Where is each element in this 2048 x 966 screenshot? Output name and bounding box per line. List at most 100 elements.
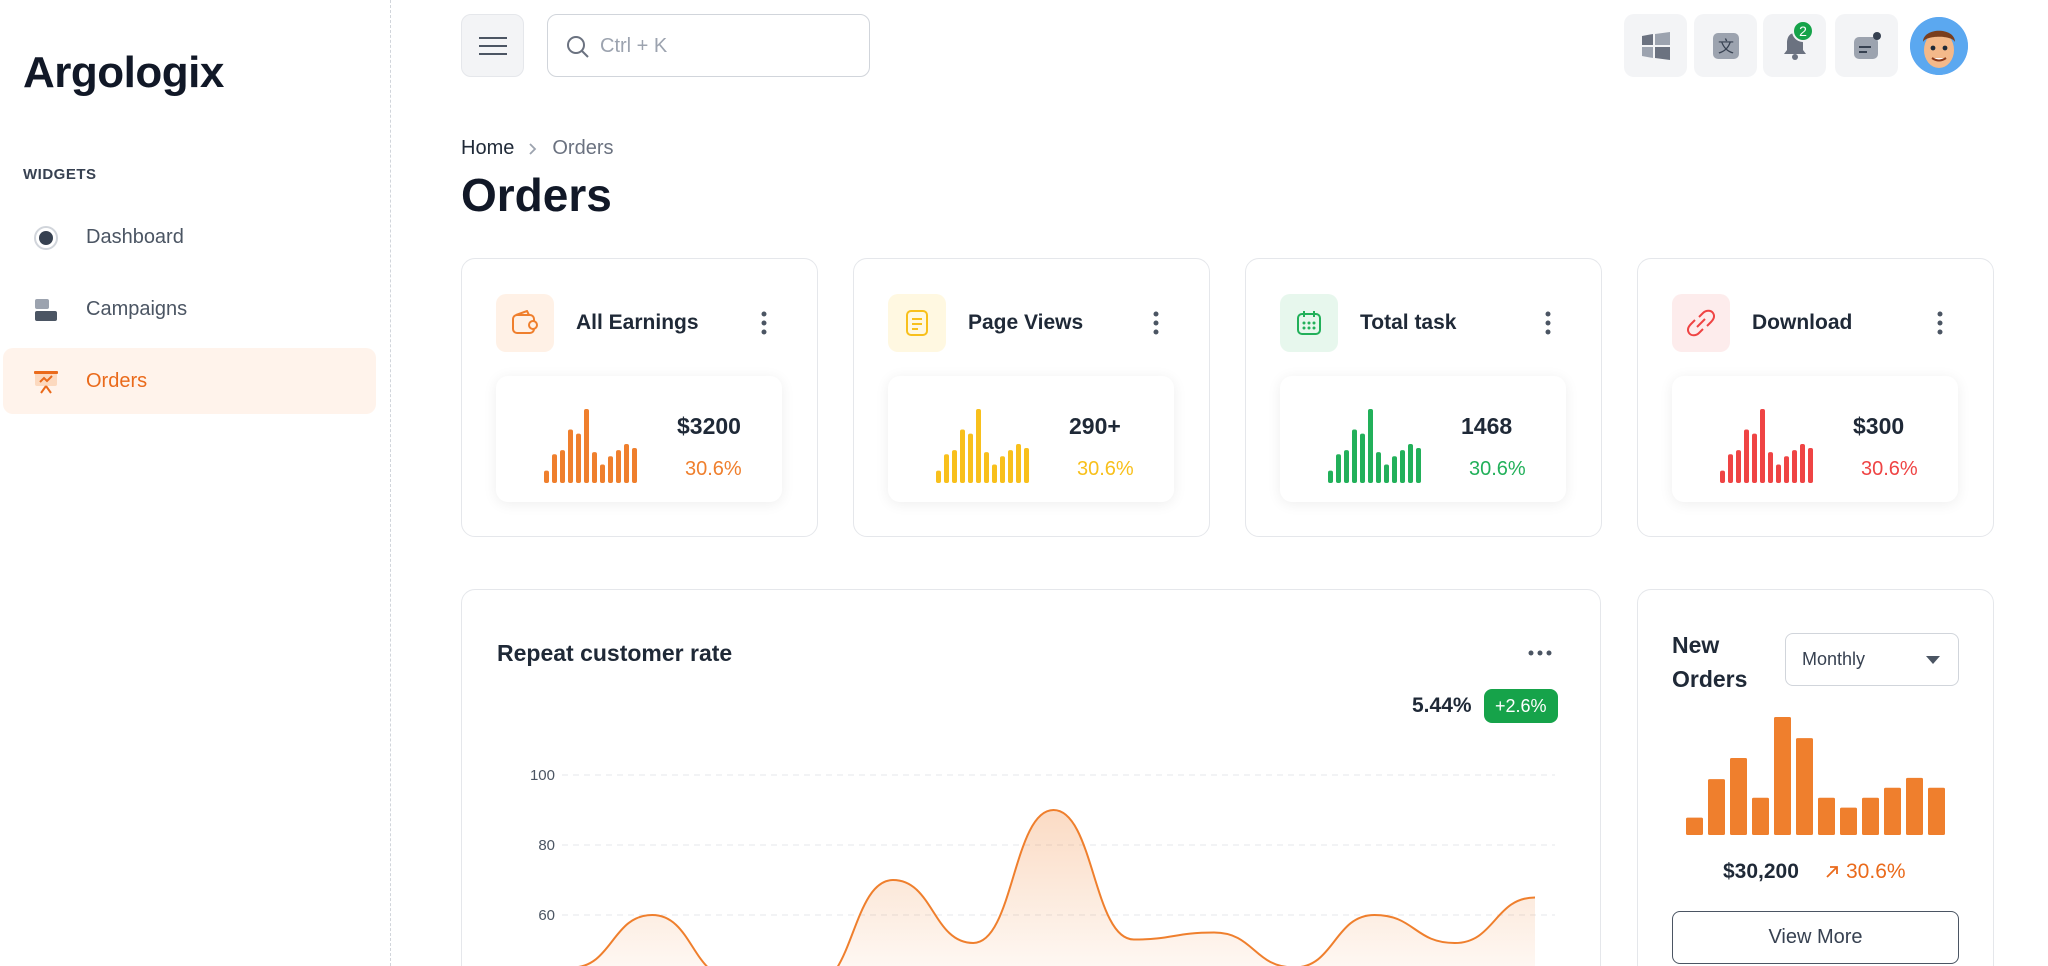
mini-bar [1344,450,1349,483]
windows-icon [1641,31,1670,60]
mini-bar [624,443,629,483]
panel-title: New Orders [1672,632,1748,692]
translate-button[interactable]: 文 [1694,14,1757,77]
sidebar-item-orders[interactable]: Orders [3,348,376,414]
mini-bar [1784,456,1789,483]
mini-bar-chart [936,409,1029,483]
stat-card-download: Download $300 30.6% [1637,258,1994,537]
user-avatar[interactable] [1910,17,1968,75]
mini-bar-chart [1720,409,1813,483]
sidebar-item-campaigns[interactable]: Campaigns [3,276,376,342]
notification-badge: 2 [1792,20,1814,42]
hamburger-menu-button[interactable] [461,14,524,77]
mini-bar [968,433,973,483]
calendar-icon [1297,311,1321,335]
stat-inner-panel: 1468 30.6% [1280,376,1566,502]
mini-bar [976,409,981,483]
new-orders-panel: New Orders Monthly $30,200 30.6% View Mo… [1637,589,1994,966]
orders-bar [1752,797,1769,835]
messages-button[interactable] [1835,14,1898,77]
stat-value: 1468 [1461,413,1513,439]
stat-value: $300 [1853,413,1905,439]
mini-bar [1792,450,1797,483]
svg-text:文: 文 [1717,37,1733,56]
page-title: Orders [461,169,612,221]
windows-button[interactable] [1624,14,1687,77]
search-box[interactable] [547,14,870,77]
stat-card-total-task: Total task 1468 30.6% [1245,258,1602,537]
more-vertical-icon[interactable] [761,311,767,335]
mini-bar [1336,454,1341,483]
y-tick-label: 60 [538,907,555,924]
mini-bar [1752,433,1757,483]
mini-bar [544,470,549,483]
orders-value: $30,200 [1723,860,1799,883]
stat-percent: 30.6% [1077,458,1134,480]
translate-icon: 文 [1712,32,1739,59]
mini-bar [1384,464,1389,483]
orders-bar [1730,757,1747,835]
sidebar-item-dashboard[interactable]: Dashboard [3,204,376,270]
presentation-icon [34,371,58,394]
mini-bar [992,464,997,483]
mini-bar [1744,429,1749,483]
series-line [576,808,1536,966]
stat-value: 290+ [1069,413,1121,439]
mini-bar [576,433,581,483]
layers-icon [35,299,57,321]
stat-title: Page Views [968,311,1084,334]
orders-bar [1884,787,1901,835]
search-input[interactable] [600,27,850,65]
breadcrumb-current: Orders [552,137,614,159]
mini-bar [1352,429,1357,483]
search-icon [567,36,589,58]
mini-bar [944,454,949,483]
orders-bar [1840,807,1857,835]
mini-bar [984,452,989,483]
stat-icon-box [888,294,946,352]
mini-bar [1416,448,1421,483]
mini-bar [616,450,621,483]
repeat-customer-panel: Repeat customer rate 5.44% +2.6% 60 80 100 [461,589,1601,966]
orders-bar [1796,738,1813,835]
stat-card-page-views: Page Views 290+ 30.6% [853,258,1210,537]
mini-bar [1376,452,1381,483]
avatar-icon [1910,17,1968,75]
more-vertical-icon[interactable] [1545,311,1551,335]
mini-bar [1392,456,1397,483]
mini-bar [1024,448,1029,483]
period-select[interactable]: Monthly [1785,633,1959,686]
more-vertical-icon[interactable] [1937,311,1943,335]
mini-bar [584,409,589,483]
mini-bar [1368,409,1373,483]
mini-bar [1408,443,1413,483]
mini-bar [1328,470,1333,483]
mini-bar [936,470,941,483]
chevron-right-icon [529,142,537,155]
orders-percent-value: 30.6% [1846,860,1906,883]
mini-bar [568,429,573,483]
mini-bar [608,456,613,483]
wallet-icon [512,310,538,334]
mini-bar [1800,443,1805,483]
stat-percent: 30.6% [1469,458,1526,480]
rate-change-badge: +2.6% [1484,689,1558,723]
sidebar-section-label: WIDGETS [23,166,97,183]
mini-bar-chart [1328,409,1421,483]
stat-icon-box [496,294,554,352]
breadcrumb-home-link[interactable]: Home [461,137,515,159]
stat-percent: 30.6% [1861,458,1918,480]
stat-inner-panel: 290+ 30.6% [888,376,1174,502]
mini-bar-chart [544,409,637,483]
mini-bar [552,454,557,483]
arrow-up-right-icon [1826,866,1838,878]
more-horizontal-icon[interactable] [1528,650,1552,656]
view-more-button[interactable]: View More [1672,911,1959,964]
stat-card-earnings: All Earnings $3200 30.6% [461,258,818,537]
mini-bar [1736,450,1741,483]
mini-bar [560,450,565,483]
more-vertical-icon[interactable] [1153,311,1159,335]
notifications-button[interactable]: 2 [1763,14,1826,77]
stat-title: All Earnings [576,311,699,334]
